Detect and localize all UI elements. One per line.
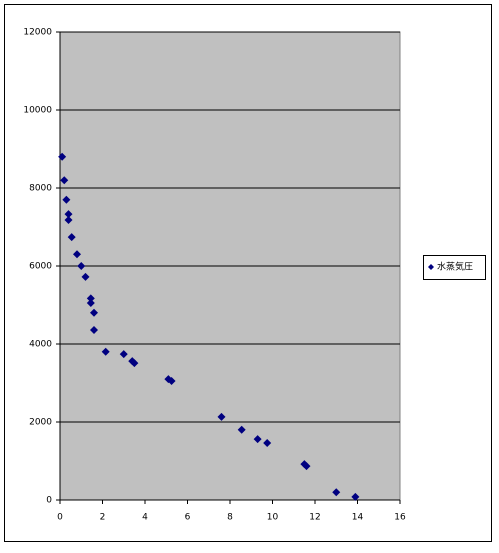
- y-tick-label: 8000: [29, 184, 52, 194]
- x-tick-label: 0: [57, 513, 63, 523]
- legend: [423, 255, 486, 280]
- x-tick-label: 4: [142, 513, 148, 523]
- x-tick-label: 6: [185, 513, 191, 523]
- point: [237, 425, 246, 434]
- point: [64, 215, 73, 224]
- x-tick-label: 16: [394, 513, 406, 523]
- point: [119, 350, 128, 359]
- legend-marker: [428, 264, 434, 270]
- point: [351, 492, 360, 501]
- point: [58, 152, 67, 161]
- point: [64, 210, 73, 219]
- x-tick-label: 12: [309, 513, 320, 523]
- point: [167, 377, 176, 386]
- point: [332, 488, 341, 497]
- point: [73, 250, 81, 259]
- y-tick-label: 10000: [23, 106, 52, 116]
- point: [86, 299, 95, 308]
- point: [101, 347, 110, 356]
- x-tick-label: 2: [100, 513, 106, 523]
- point: [67, 233, 76, 242]
- y-tick-label: 2000: [29, 418, 52, 428]
- point: [90, 325, 98, 334]
- point: [60, 176, 69, 185]
- y-tick-label: 6000: [29, 262, 52, 272]
- y-tick-label: 0: [46, 496, 52, 506]
- point: [81, 272, 90, 281]
- y-tick-label: 4000: [29, 340, 52, 350]
- x-tick-label: 14: [352, 513, 364, 523]
- point: [90, 308, 98, 317]
- point: [62, 195, 71, 204]
- point: [302, 462, 311, 471]
- point: [86, 294, 95, 303]
- point: [77, 262, 86, 270]
- x-tick-label: 8: [227, 513, 233, 523]
- legend-label: 水蒸気圧: [437, 261, 473, 273]
- x-tick-label: 10: [267, 513, 279, 523]
- point: [217, 412, 226, 421]
- y-tick-label: 12000: [23, 28, 52, 38]
- point: [263, 439, 272, 448]
- point: [253, 435, 262, 444]
- point: [130, 359, 139, 368]
